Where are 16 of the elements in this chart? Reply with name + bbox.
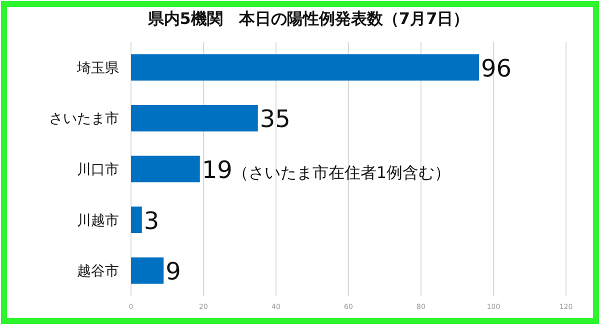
- y-tick-label: 越谷市: [77, 264, 119, 280]
- y-tick-label: さいたま市: [49, 111, 119, 128]
- bar: [131, 257, 164, 284]
- bar: [131, 206, 142, 234]
- data-label: 19（さいたま市在住者1例含む）: [202, 156, 451, 184]
- data-label: 35: [260, 105, 290, 134]
- y-tick-label: 川口市: [77, 162, 119, 178]
- bar: [131, 156, 200, 182]
- y-tick-label: 埼玉県: [76, 60, 119, 76]
- y-tick-label: 川越市: [77, 212, 119, 229]
- bar: [131, 104, 258, 132]
- data-label: 96: [481, 54, 512, 82]
- bar: [131, 54, 479, 81]
- chart-title: 県内5機関 本日の陽性例発表数（7月7日）: [146, 9, 470, 28]
- data-label: 9: [166, 258, 181, 286]
- data-label: 3: [144, 206, 160, 235]
